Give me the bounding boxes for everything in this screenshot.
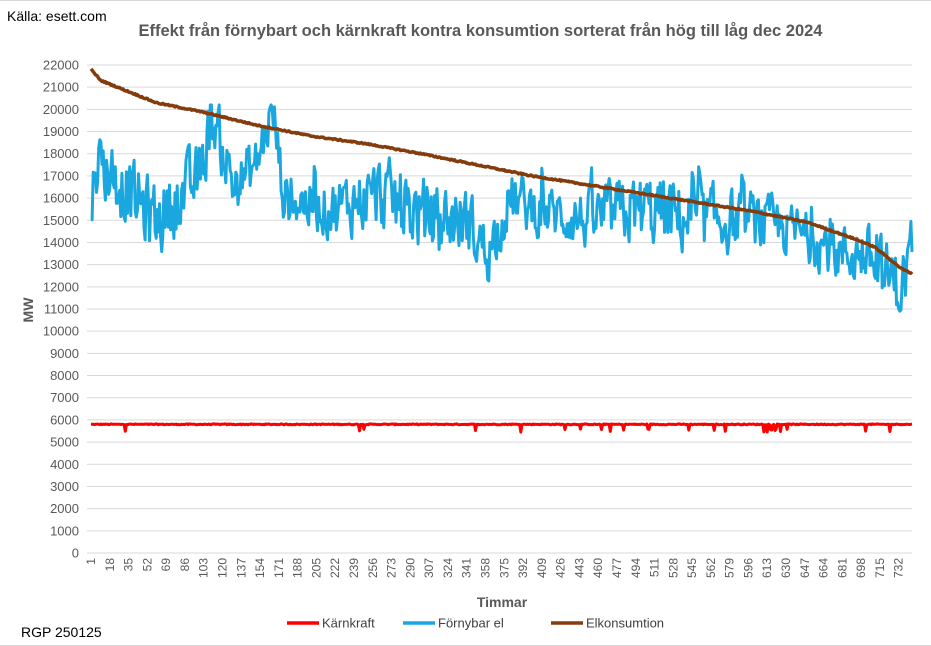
x-tick-label: 630: [779, 558, 793, 578]
y-axis-title: MW: [20, 297, 36, 323]
y-tick-label: 13000: [43, 257, 79, 272]
x-tick-label: 664: [817, 558, 831, 578]
x-tick-label: 375: [497, 558, 511, 578]
x-tick-label: 120: [215, 558, 229, 578]
x-tick-label: 698: [854, 558, 868, 578]
footer-note: RGP 250125: [21, 624, 102, 640]
legend: Kärnkraft Förnybar el Elkonsumtion: [287, 616, 664, 631]
y-tick-label: 20000: [43, 102, 79, 117]
x-tick-label: 86: [178, 558, 192, 572]
x-tick-label: 307: [422, 558, 436, 578]
y-tick-label: 21000: [43, 80, 79, 95]
series-lines: [89, 67, 914, 434]
y-tick-label: 6000: [50, 412, 79, 427]
y-tick-label: 2000: [50, 501, 79, 516]
y-tick-label: 19000: [43, 124, 79, 139]
x-tick-label: 426: [554, 558, 568, 578]
series-line-elkonsumtion: [89, 67, 914, 276]
y-tick-label: 16000: [43, 191, 79, 206]
x-tick-label: 681: [835, 558, 849, 578]
x-tick-label: 358: [478, 558, 492, 578]
x-tick-label: 409: [535, 558, 549, 578]
x-tick-label: 1: [84, 558, 98, 565]
y-tick-label: 10000: [43, 324, 79, 339]
x-axis-title: Timmar: [477, 594, 528, 610]
y-tick-label: 15000: [43, 213, 79, 228]
y-tick-label: 14000: [43, 235, 79, 250]
legend-label: Kärnkraft: [322, 616, 375, 631]
y-tick-label: 12000: [43, 279, 79, 294]
x-tick-label: 511: [648, 558, 662, 577]
y-tick-label: 18000: [43, 146, 79, 161]
x-tick-label: 715: [873, 558, 887, 578]
x-tick-label: 494: [629, 558, 643, 578]
y-tick-label: 17000: [43, 168, 79, 183]
y-tick-label: 9000: [50, 346, 79, 361]
x-tick-label: 239: [347, 558, 361, 578]
y-tick-label: 0: [72, 546, 79, 561]
x-tick-label: 596: [741, 558, 755, 578]
chart-title: Effekt från förnybart och kärnkraft kont…: [138, 22, 823, 40]
x-tick-label: 732: [892, 558, 906, 578]
x-tick-label: 154: [253, 558, 267, 578]
series-line-fornybar-el: [90, 103, 914, 313]
legend-label: Förnybar el: [438, 616, 504, 631]
x-tick-label: 103: [197, 558, 211, 578]
y-tick-label: 5000: [50, 435, 79, 450]
x-tick-label: 545: [685, 558, 699, 578]
y-tick-label: 7000: [50, 390, 79, 405]
x-tick-label: 188: [291, 558, 305, 578]
x-tick-label: 222: [328, 558, 342, 578]
x-tick-label: 35: [122, 558, 136, 572]
x-tick-label: 647: [798, 558, 812, 578]
x-tick-label: 562: [704, 558, 718, 578]
x-tick-label: 324: [441, 558, 455, 578]
x-tick-label: 171: [272, 558, 286, 578]
x-tick-label: 205: [309, 558, 323, 578]
x-tick-label: 52: [140, 558, 154, 572]
x-tick-label: 137: [234, 558, 248, 578]
x-tick-label: 528: [666, 558, 680, 578]
x-tick-label: 460: [591, 558, 605, 578]
y-tick-label: 1000: [50, 523, 79, 538]
x-tick-label: 69: [159, 558, 173, 572]
x-tick-label: 341: [460, 558, 474, 578]
x-tick-label: 579: [723, 558, 737, 578]
x-tick-label: 443: [572, 558, 586, 578]
x-tick-label: 256: [366, 558, 380, 578]
x-tick-label: 273: [385, 558, 399, 578]
y-tick-label: 4000: [50, 457, 79, 472]
x-tick-label: 613: [760, 558, 774, 578]
x-tick-label: 290: [403, 558, 417, 578]
y-tick-label: 22000: [43, 58, 79, 73]
x-tick-label: 392: [516, 558, 530, 578]
y-tick-label: 11000: [44, 302, 79, 317]
x-tick-label: 18: [103, 558, 117, 572]
legend-label: Elkonsumtion: [586, 616, 664, 631]
y-tick-label: 8000: [50, 368, 79, 383]
y-axis-ticks: 0 1000 2000 3000 4000 5000 6000 7000 8000 9000 100…: [43, 58, 79, 561]
x-axis-ticks: 1 18 35 52 69 86 103 120 137 154 171 188 205 222 239 25…: [84, 558, 906, 578]
series-line-karnkraft: [90, 422, 913, 434]
y-tick-label: 3000: [50, 479, 79, 494]
source-note: Källa: esett.com: [7, 8, 107, 24]
x-tick-label: 477: [610, 558, 624, 578]
